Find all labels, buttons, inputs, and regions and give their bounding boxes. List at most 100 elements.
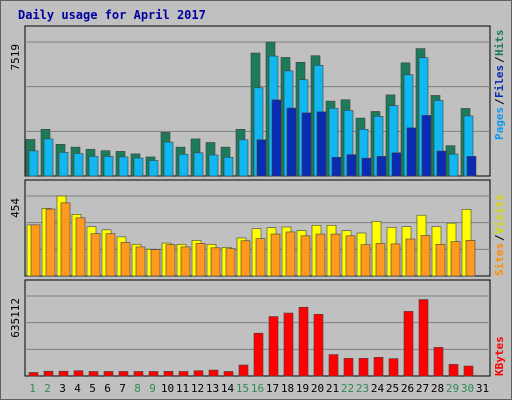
bar-files-day-12 [193, 152, 204, 177]
bar-pages-day-26 [406, 127, 417, 177]
bar-sites-day-13 [210, 247, 221, 277]
bar-files-day-29 [448, 153, 459, 177]
bar-kbytes-day-7 [118, 371, 129, 377]
series-label-sites: Sites [493, 243, 506, 276]
bar-sites-day-4 [75, 217, 86, 277]
bar-files-day-15 [238, 139, 249, 177]
bar-pages-day-19 [301, 112, 312, 177]
x-tick-label-5: 5 [89, 382, 96, 395]
bar-files-day-7 [118, 156, 129, 177]
panel-max-label: 7519 [9, 44, 22, 71]
x-tick-label-13: 13 [206, 382, 219, 395]
x-tick-label-27: 27 [416, 382, 429, 395]
series-label-hits: Hits [493, 30, 506, 57]
series-label-separator: / [493, 56, 506, 63]
bar-kbytes-day-14 [223, 371, 234, 377]
bar-sites-day-21 [330, 233, 341, 277]
bar-pages-day-18 [286, 107, 297, 177]
bar-sites-day-22 [345, 235, 356, 277]
x-tick-label-24: 24 [371, 382, 385, 395]
bar-files-day-11 [178, 153, 189, 177]
bar-pages-day-23 [361, 157, 372, 177]
series-label-files: Files [493, 65, 506, 98]
x-tick-label-1: 1 [29, 382, 36, 395]
bar-kbytes-day-11 [178, 371, 189, 377]
bar-files-day-8 [133, 157, 144, 177]
x-tick-label-31: 31 [476, 382, 489, 395]
bar-pages-day-28 [436, 150, 447, 177]
x-tick-label-22: 22 [341, 382, 354, 395]
bar-files-day-9 [148, 160, 159, 177]
bar-sites-day-23 [360, 244, 371, 277]
bar-files-day-6 [103, 156, 114, 177]
bar-kbytes-day-28 [433, 347, 444, 377]
bar-kbytes-day-4 [73, 370, 84, 377]
bar-sites-day-26 [405, 238, 416, 277]
bar-pages-day-27 [421, 115, 432, 177]
bar-kbytes-day-12 [193, 370, 204, 377]
series-label-visits: Visits [493, 194, 506, 234]
bar-files-day-14 [223, 156, 234, 177]
x-tick-label-9: 9 [149, 382, 156, 395]
panel-kbytes: 635112 KBytes [9, 279, 506, 377]
bar-sites-day-28 [435, 243, 446, 277]
bar-pages-day-21 [331, 156, 342, 177]
x-tick-label-10: 10 [161, 382, 174, 395]
panel-series-labels: Pages/Files/Hits [493, 30, 506, 141]
bar-kbytes-day-25 [388, 358, 399, 377]
series-label-pages: Pages [493, 107, 506, 140]
x-tick-label-28: 28 [431, 382, 444, 395]
x-tick-label-23: 23 [356, 382, 369, 395]
x-tick-label-17: 17 [266, 382, 279, 395]
panel-series-labels: KBytes [493, 336, 506, 376]
bar-sites-day-18 [285, 231, 296, 277]
bar-sites-day-7 [120, 242, 131, 277]
bar-pages-day-24 [376, 156, 387, 177]
bar-kbytes-day-5 [88, 371, 99, 377]
bar-sites-day-3 [60, 202, 71, 277]
x-tick-label-19: 19 [296, 382, 309, 395]
x-tick-label-30: 30 [461, 382, 474, 395]
bar-pages-day-17 [271, 99, 282, 177]
bar-sites-day-5 [90, 233, 101, 277]
x-tick-label-29: 29 [446, 382, 459, 395]
x-tick-label-25: 25 [386, 382, 399, 395]
bar-files-day-13 [208, 154, 219, 177]
bar-sites-day-20 [315, 233, 326, 277]
bar-sites-day-14 [225, 248, 236, 277]
bar-kbytes-day-30 [463, 365, 474, 377]
bar-kbytes-day-19 [298, 306, 309, 377]
x-tick-label-20: 20 [311, 382, 324, 395]
bar-kbytes-day-23 [358, 358, 369, 377]
panel-series-labels: Sites /Visits [493, 194, 506, 276]
bar-kbytes-day-6 [103, 371, 114, 377]
bar-sites-day-17 [270, 233, 281, 277]
bar-sites-day-12 [195, 243, 206, 277]
bar-sites-day-25 [390, 243, 401, 277]
bar-files-day-3 [58, 151, 69, 177]
series-label-separator: / [493, 234, 506, 241]
bar-sites-day-2 [45, 208, 56, 277]
bar-sites-day-29 [450, 241, 461, 277]
panel-visits-sites: 454 Sites /Visits [9, 179, 506, 277]
bar-kbytes-day-8 [133, 371, 144, 377]
x-tick-label-12: 12 [191, 382, 204, 395]
bar-files-day-2 [43, 138, 54, 177]
panel-max-label: 635112 [9, 298, 22, 338]
bar-kbytes-day-27 [418, 299, 429, 377]
x-axis: 1 2 3 4 5 6 7 8 9 10 11 12 13 14 15 16 17 18 19 20 21 22 23 24 2… [29, 382, 489, 395]
bar-sites-day-9 [150, 249, 161, 277]
bar-pages-day-16 [256, 139, 267, 177]
bar-files-day-5 [88, 156, 99, 177]
bar-kbytes-day-1 [28, 372, 39, 377]
bar-sites-day-1 [30, 224, 41, 277]
bar-kbytes-day-9 [148, 371, 159, 377]
bar-sites-day-19 [300, 235, 311, 277]
x-tick-label-8: 8 [134, 382, 141, 395]
bar-files-day-4 [73, 153, 84, 177]
x-tick-label-21: 21 [326, 382, 339, 395]
bar-pages-day-20 [316, 111, 327, 177]
